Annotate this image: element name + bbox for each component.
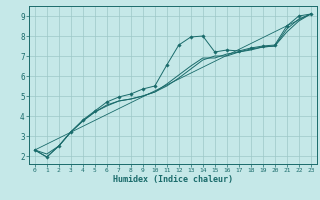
X-axis label: Humidex (Indice chaleur): Humidex (Indice chaleur)	[113, 175, 233, 184]
